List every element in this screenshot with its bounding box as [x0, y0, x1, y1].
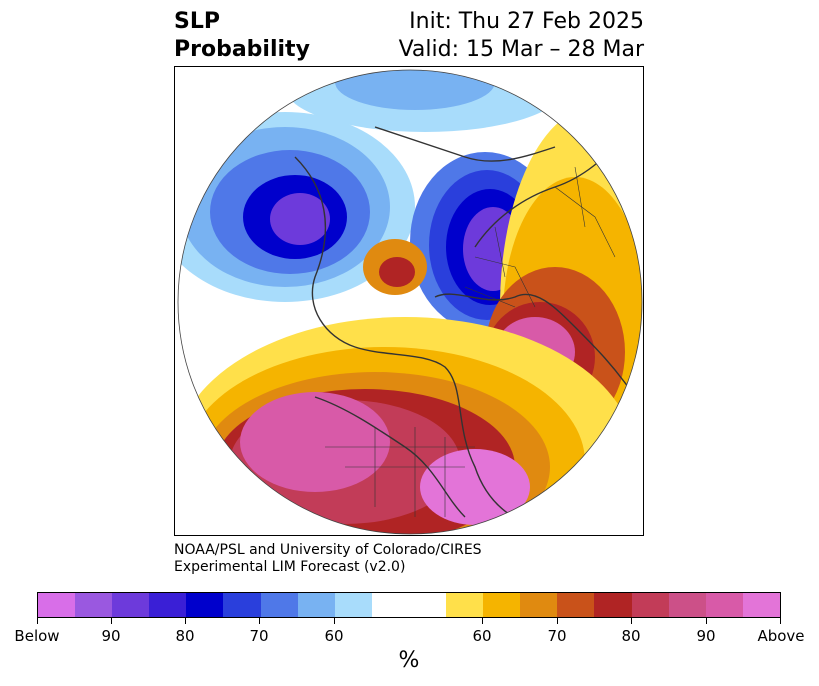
colorbar-swatch [705, 593, 743, 617]
anomaly-contour [270, 193, 330, 245]
map-title: SLP Probability [174, 8, 310, 64]
colorbar-tick [631, 618, 632, 624]
anomaly-contour [420, 449, 530, 525]
colorbar-tick-label: 70 [547, 627, 567, 645]
anomaly-contour [240, 392, 390, 492]
title-line-1: SLP [174, 9, 220, 34]
colorbar-tick [706, 618, 707, 624]
colorbar-swatch [371, 593, 447, 617]
negative-anomaly-pacific [178, 112, 415, 302]
credit-line-1: NOAA/PSL and University of Colorado/CIRE… [174, 542, 482, 558]
colorbar-tick [37, 618, 38, 624]
colorbar-tick [557, 618, 558, 624]
colorbar-tick-label: 80 [175, 627, 195, 645]
colorbar-swatch [557, 593, 595, 617]
colorbar-swatch [297, 593, 335, 617]
colorbar-swatch [112, 593, 150, 617]
valid-range: Valid: 15 Mar – 28 Mar [398, 37, 644, 62]
credit-line-2: Experimental LIM Forecast (v2.0) [174, 559, 406, 575]
colorbar-swatch [223, 593, 261, 617]
colorbar-swatch [520, 593, 558, 617]
political-borders [325, 166, 616, 517]
title-line-2: Probability [174, 37, 310, 62]
colorbar-tick-label: 70 [249, 627, 269, 645]
map-canvas [177, 69, 643, 535]
colorbar-tick [185, 618, 186, 624]
colorbar-swatch [38, 593, 76, 617]
colorbar-swatch [446, 593, 484, 617]
forecast-dates: Init: Thu 27 Feb 2025 Valid: 15 Mar – 28… [399, 8, 644, 64]
colorbar [37, 592, 781, 618]
colorbar-tick-label: 60 [472, 627, 492, 645]
colorbar-swatch [75, 593, 113, 617]
colorbar-tick-label: 90 [101, 627, 121, 645]
anomaly-contour [379, 257, 415, 287]
anomaly-contour [335, 70, 495, 110]
colorbar-swatch [668, 593, 706, 617]
colorbar-tick-label: Below [14, 627, 60, 645]
colorbar-tick-label: Above [757, 627, 805, 645]
colorbar-tick [334, 618, 335, 624]
colorbar-swatch [260, 593, 298, 617]
colorbar-tick-label: 90 [696, 627, 716, 645]
colorbar-tick-label: 60 [324, 627, 344, 645]
colorbar-tick [111, 618, 112, 624]
colorbar-tick [482, 618, 483, 624]
colorbar-swatch [149, 593, 187, 617]
colorbar-swatch [631, 593, 669, 617]
probability-map [174, 66, 644, 536]
colorbar-swatch [334, 593, 372, 617]
colorbar-swatch [186, 593, 224, 617]
colorbar-swatch [594, 593, 632, 617]
colorbar-tick [259, 618, 260, 624]
colorbar-tick-label: 80 [621, 627, 641, 645]
credit-text: NOAA/PSL and University of Colorado/CIRE… [174, 542, 482, 576]
colorbar-unit: % [398, 648, 420, 673]
colorbar-swatch [742, 593, 780, 617]
colorbar-tick [780, 618, 781, 624]
colorbar-swatch [483, 593, 521, 617]
init-date: Init: Thu 27 Feb 2025 [409, 9, 644, 34]
